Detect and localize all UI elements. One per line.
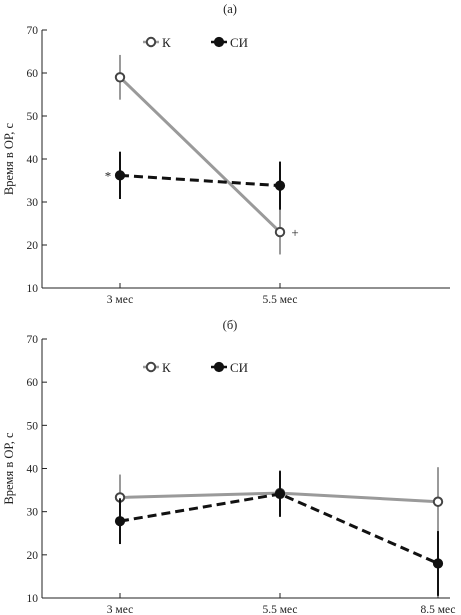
- legend-label: СИ: [230, 35, 248, 50]
- data-point: [114, 516, 126, 527]
- data-point: [114, 72, 126, 83]
- y-tick-label: 50: [27, 111, 39, 123]
- data-point: [114, 170, 126, 181]
- chart-panel-1: 10 20 30 40 50 60 70 3 мес 5.5 мес Время в ОР, с (…: [2, 2, 450, 306]
- y-tick-label: 10: [27, 283, 39, 295]
- legend-label: К: [162, 35, 171, 50]
- legend-entry-2: СИ: [211, 360, 248, 375]
- legend-label: СИ: [230, 360, 248, 375]
- series-1: [114, 54, 286, 255]
- series-2: [114, 151, 286, 210]
- legend-entry-2: СИ: [211, 35, 248, 50]
- y-tick-label: 60: [27, 377, 39, 389]
- legend-entry-1: К: [143, 360, 171, 375]
- legend-marker: [213, 361, 225, 373]
- chart-panel-2: 10 20 30 40 50 60 70 3 мес 5.5 мес 8.5 мес Время в…: [2, 318, 456, 615]
- annotation-mark: *: [105, 168, 112, 183]
- series-line: [119, 173, 281, 188]
- data-point: [432, 558, 444, 569]
- y-tick-label: 30: [27, 197, 39, 209]
- data-point: [274, 180, 286, 191]
- x-tick-label: 3 мес: [107, 604, 133, 615]
- x-tick-label: 8.5 мес: [420, 604, 455, 615]
- y-tick-label: 40: [27, 154, 39, 166]
- y-tick-label: 20: [27, 550, 39, 562]
- panel-label: (а): [223, 2, 237, 16]
- legend-marker: [145, 36, 157, 48]
- y-tick-label: 60: [27, 68, 39, 80]
- legend-entry-1: К: [143, 35, 171, 50]
- legend-marker: [213, 36, 225, 48]
- x-tick-label: 5.5 мес: [262, 294, 297, 306]
- legend-label: К: [162, 360, 171, 375]
- y-tick-label: 10: [27, 593, 39, 605]
- panel-label: (б): [223, 318, 238, 332]
- y-tick-label: 70: [27, 334, 39, 346]
- y-tick-label: 40: [27, 464, 39, 476]
- legend-marker: [145, 361, 157, 373]
- y-tick-label: 70: [27, 25, 39, 37]
- annotation-mark: +: [291, 225, 298, 240]
- x-tick-label: 5.5 мес: [262, 604, 297, 615]
- y-tick-label: 30: [27, 507, 39, 519]
- data-point: [274, 226, 286, 238]
- x-tick-label: 3 мес: [107, 294, 133, 306]
- series-2: [114, 471, 444, 596]
- y-tick-label: 50: [27, 420, 39, 432]
- series-line: [118, 76, 282, 234]
- y-axis-title: Время в ОР, с: [2, 122, 16, 195]
- y-axis-title: Время в ОР, с: [2, 432, 16, 505]
- data-point: [274, 488, 286, 500]
- data-point: [432, 496, 444, 507]
- y-tick-label: 20: [27, 240, 39, 252]
